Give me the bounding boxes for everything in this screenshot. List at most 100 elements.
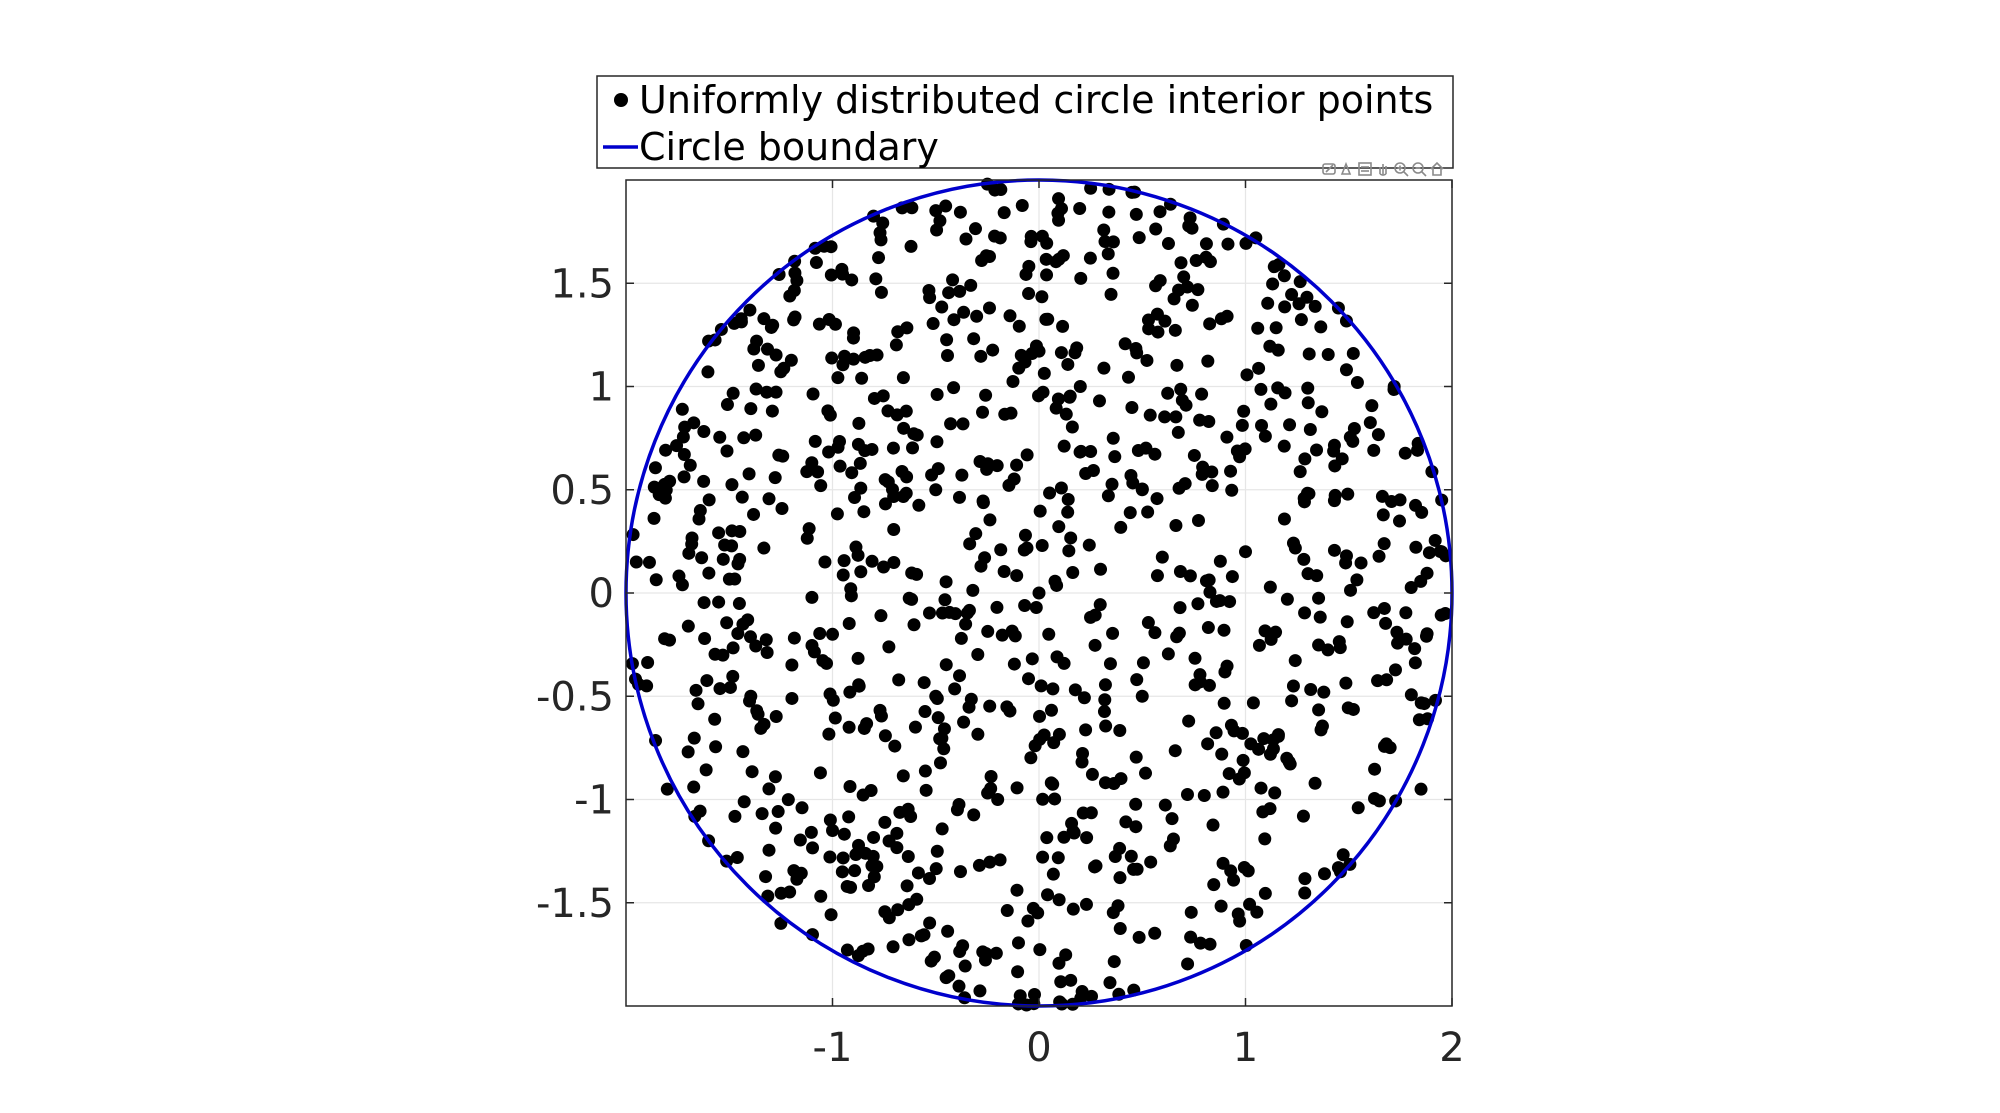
scatter-point [872,251,886,265]
scatter-point [1206,818,1220,832]
scatter-point [709,740,723,754]
scatter-point [1022,287,1036,301]
scatter-point [1025,652,1039,666]
scatter-point [1065,420,1079,434]
scatter-point [878,729,892,743]
data-tip-icon[interactable] [1340,161,1352,175]
scatter-point [1073,380,1087,393]
scatter-point [870,859,884,873]
scatter-point [904,239,918,253]
scatter-point [1202,573,1216,587]
scatter-point [882,834,896,848]
scatter-point [869,272,883,286]
scatter-point [681,745,695,759]
scatter-point [735,490,749,504]
scatter-point [831,440,845,454]
scatter-point [1217,623,1231,637]
pan-icon[interactable] [1379,164,1387,176]
scatter-point [648,461,662,475]
scatter-point [1182,714,1196,728]
scatter-point [930,223,944,237]
scatter-point [688,809,702,823]
scatter-point [947,313,961,327]
scatter-point [836,568,850,582]
scatter-point [720,398,734,412]
scatter-point [806,841,820,855]
scatter-point [1346,346,1360,360]
scatter-point [1266,742,1280,756]
scatter-point [983,513,997,527]
scatter-point [923,606,936,620]
scatter-point [687,731,701,745]
restore-view-icon[interactable] [1358,162,1372,176]
zoom-in-icon[interactable] [1394,162,1409,177]
scatter-point [1141,313,1155,327]
scatter-point [1237,404,1251,418]
scatter-point [1010,883,1024,897]
scatter-point [910,567,924,581]
x-tick-label: 2 [1439,1025,1464,1071]
scatter-point [785,691,799,705]
scatter-point [1028,739,1042,753]
scatter-point [1118,337,1132,351]
scatter-point [1193,675,1207,689]
scatter-point [1223,595,1237,609]
scatter-point [1061,492,1075,506]
scatter-point [1308,776,1322,790]
scatter-point [933,756,947,770]
scatter-point [1034,679,1048,693]
scatter-point [768,770,782,784]
scatter-point [837,554,851,568]
scatter-point [1148,926,1162,940]
scatter-point [856,788,870,802]
scatter-point [1191,513,1205,527]
scatter-point [842,810,856,824]
scatter-point [699,763,713,777]
scatter-point [1148,626,1162,640]
scatter-point [1051,851,1065,865]
scatter-point [1220,430,1234,444]
scatter-point [682,546,696,560]
scatter-point [1035,229,1049,243]
brush-icon[interactable] [1322,163,1336,175]
scatter-point [1073,201,1087,215]
scatter-point [1011,936,1025,950]
zoom-out-icon[interactable] [1412,162,1427,177]
legend[interactable]: Uniformly distributed circle interior po… [596,75,1454,169]
scatter-point [1106,266,1120,280]
scatter-point [1021,914,1035,928]
scatter-point [1179,398,1193,412]
scatter-point [924,954,938,968]
scatter-point [939,658,953,672]
scatter-point [1010,569,1024,583]
scatter-point [1298,886,1312,900]
scatter-point [953,205,967,219]
scatter-point [848,864,862,878]
scatter-point [995,628,1009,642]
scatter-point [728,809,742,823]
scatter-point [1035,539,1049,553]
home-icon[interactable] [1430,161,1444,176]
scatter-point [966,583,980,597]
legend-marker-points [614,93,628,107]
scatter-point [902,933,916,947]
scatter-point [958,959,972,973]
scatter-point [840,879,854,893]
scatter-point [1098,693,1112,707]
scatter-point [1121,370,1135,384]
scatter-point [959,232,973,246]
scatter-point [697,424,711,438]
scatter-point [1052,520,1066,534]
scatter-point [1040,831,1054,845]
scatter-point [1183,211,1197,225]
scatter-point [889,338,903,352]
scatter-point [1098,235,1112,249]
scatter-point [941,349,954,363]
scatter-point [1029,339,1043,353]
scatter-point [787,631,801,645]
scatter-point [1107,955,1121,969]
scatter-point [1313,610,1327,624]
scatter-point [1066,902,1080,916]
scatter-point [1035,290,1049,304]
scatter-point [1158,314,1172,328]
